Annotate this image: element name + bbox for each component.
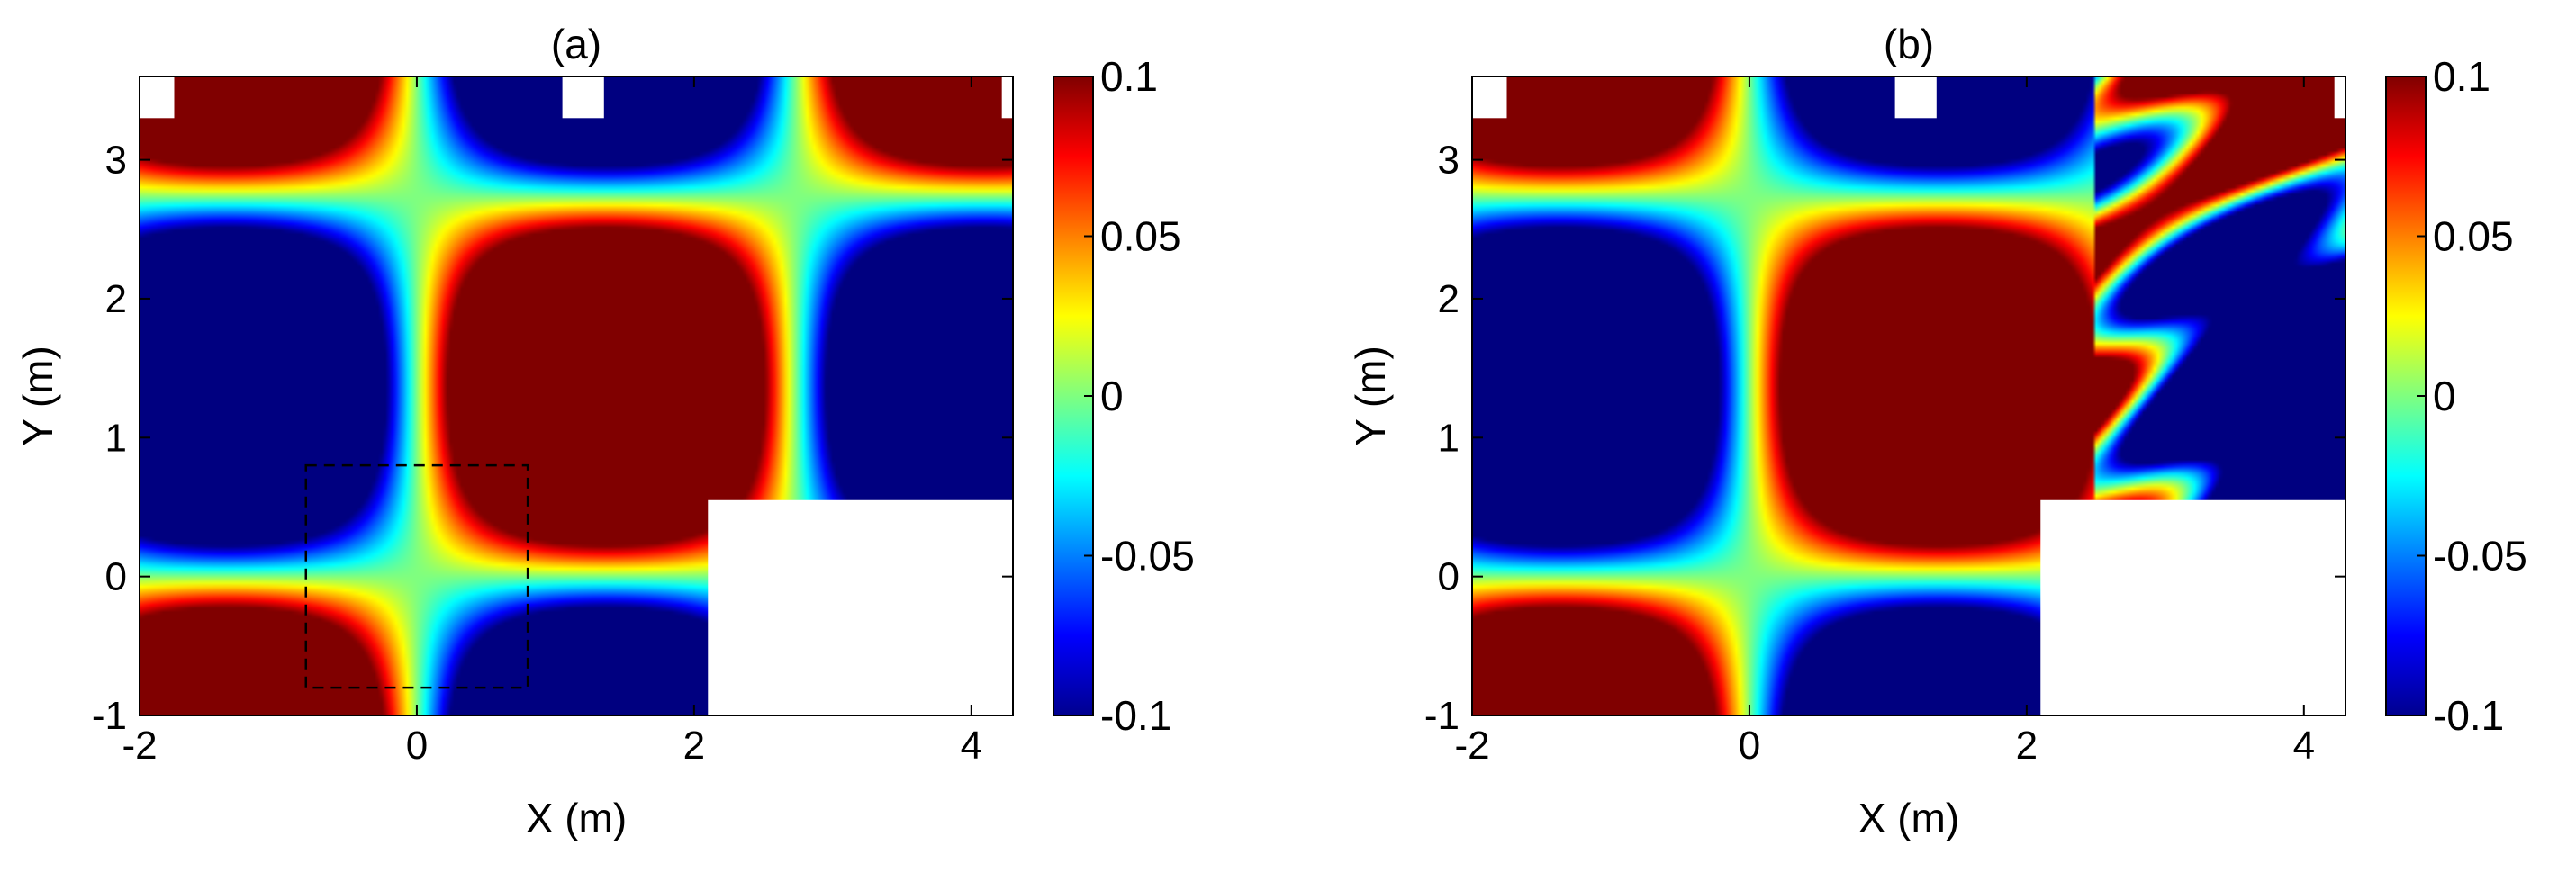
masked-region-2 <box>562 76 604 119</box>
panel-b-colorbar: 0.1 0.05 0 -0.05 -0.1 <box>2385 53 2527 739</box>
y-tick-label: 2 <box>105 277 127 321</box>
panel-b-colorbar-ticks: 0.1 0.05 0 -0.05 -0.1 <box>2417 53 2527 739</box>
masked-region-2 <box>1894 76 1937 119</box>
colorbar-tick-label: -0.1 <box>1100 692 1171 739</box>
panel-b-y-ticks: -1 0 1 2 3 <box>1424 139 2346 738</box>
masked-region-0 <box>708 499 1013 715</box>
panel-a-y-axis-title: Y (m) <box>14 346 61 446</box>
panel-a-y-ticks: -1 0 1 2 3 <box>92 139 1013 738</box>
y-tick-label: 3 <box>1438 139 1460 183</box>
panel-b-x-axis-title: X (m) <box>1858 795 1959 841</box>
y-tick-label: 0 <box>1438 555 1460 599</box>
dashed-box-annotation <box>304 463 529 689</box>
masked-region-3 <box>1001 76 1013 119</box>
masked-region-1 <box>140 76 175 119</box>
x-tick-label: 2 <box>2016 724 2038 768</box>
colorbar-tick-label: -0.05 <box>1100 533 1195 580</box>
y-tick-label: 0 <box>105 555 127 599</box>
colorbar-tick-label: 0.05 <box>1100 213 1181 260</box>
x-tick-label: 0 <box>406 724 428 768</box>
panel-a-annotations <box>304 463 529 689</box>
masked-region-1 <box>1472 76 1507 119</box>
y-tick-label: 1 <box>105 416 127 460</box>
y-tick-label: -1 <box>1424 694 1460 738</box>
panel-b-x-ticks: -2 0 2 4 <box>1454 76 2315 768</box>
masked-region-0 <box>2040 499 2346 715</box>
panel-a-axes-frame <box>139 76 1014 716</box>
panel-a-colorbar: 0.1 0.05 0 -0.05 -0.1 <box>1053 53 1195 739</box>
panel-b-masks <box>1472 76 2346 715</box>
x-tick-label: 4 <box>2293 724 2315 768</box>
y-tick-label: 3 <box>105 139 127 183</box>
panel-a-colorbar-ticks: 0.1 0.05 0 -0.05 -0.1 <box>1084 53 1195 739</box>
panel-a-title: (a) <box>551 21 601 67</box>
panel-a-x-ticks: -2 0 2 4 <box>122 76 982 768</box>
colorbar-tick-label: 0 <box>2433 373 2456 419</box>
x-tick-label: 0 <box>1739 724 1760 768</box>
panel-b-axes-frame <box>1471 76 2346 716</box>
colorbar-tick-label: 0.1 <box>2433 53 2490 100</box>
colorbar-tick-label: -0.05 <box>2433 533 2527 580</box>
panel-b-title: (b) <box>1884 21 1934 67</box>
panel-a-x-axis-title: X (m) <box>526 795 627 841</box>
masked-region-3 <box>2334 76 2346 119</box>
y-tick-label: 1 <box>1438 416 1460 460</box>
colorbar-tick-label: 0 <box>1100 373 1124 419</box>
y-tick-label: -1 <box>92 694 127 738</box>
colorbar-tick-label: 0.05 <box>2433 213 2514 260</box>
panel-a: (a) -2 0 2 4 -1 0 1 2 3 X (m) Y (m) 0.1 0.05 0 -0.… <box>14 21 1195 841</box>
x-tick-label: 2 <box>683 724 705 768</box>
colorbar-tick-label: 0.1 <box>1100 53 1158 100</box>
x-tick-label: -2 <box>122 724 157 768</box>
panel-a-masks <box>140 76 1013 715</box>
colorbar-tick-label: -0.1 <box>2433 692 2504 739</box>
panel-b: (b) -2 0 2 4 -1 0 1 2 3 X (m) Y (m) 0.1 0.05 0 -0.… <box>1347 21 2527 841</box>
x-tick-label: 4 <box>961 724 982 768</box>
panel-b-y-axis-title: Y (m) <box>1347 346 1394 446</box>
x-tick-label: -2 <box>1454 724 1489 768</box>
y-tick-label: 2 <box>1438 277 1460 321</box>
